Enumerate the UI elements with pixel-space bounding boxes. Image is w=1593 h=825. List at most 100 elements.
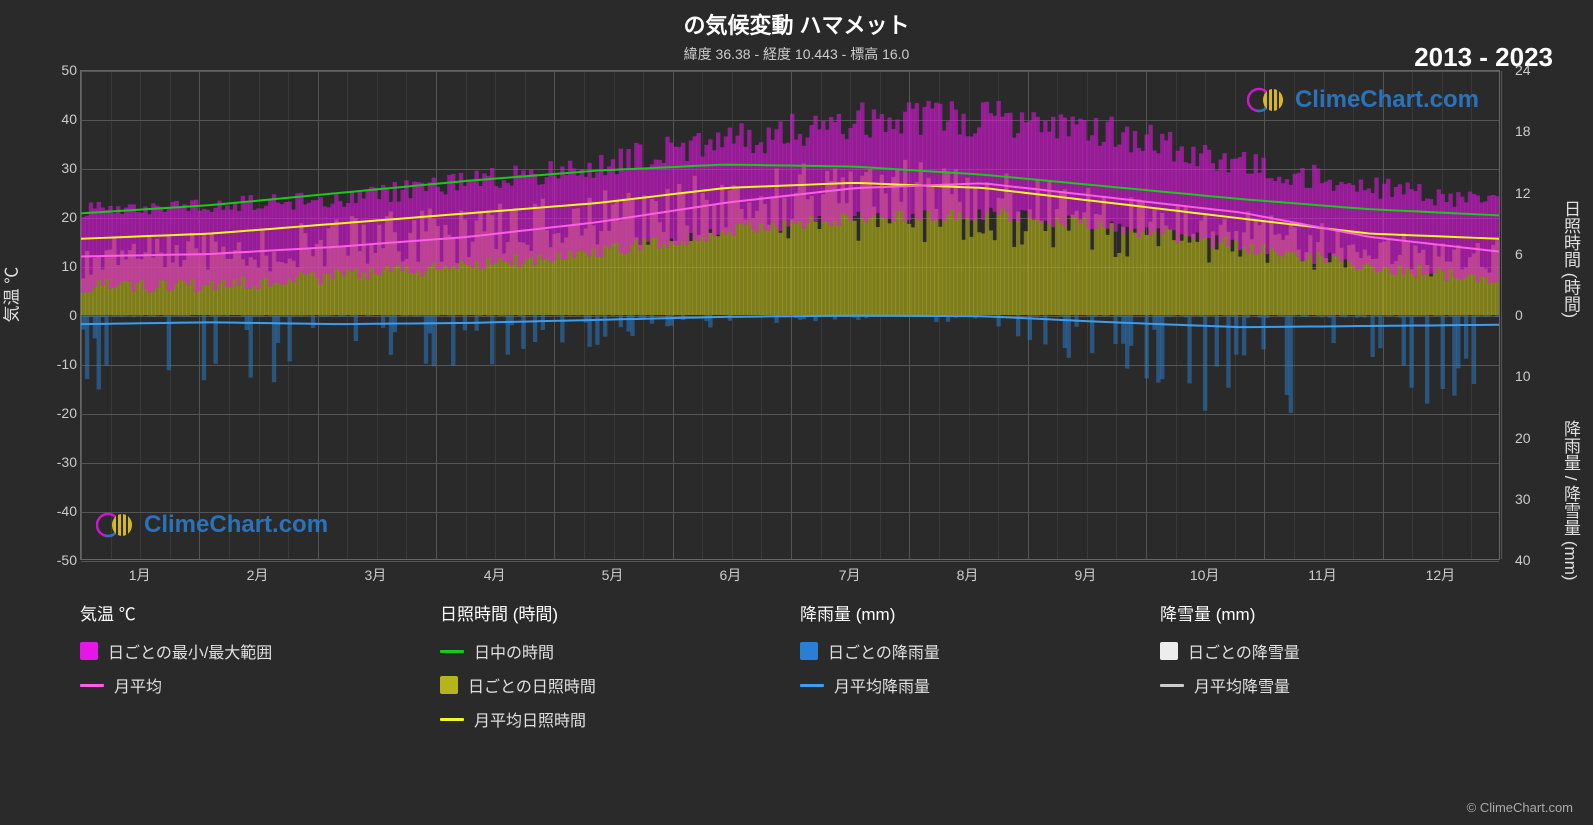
grid-line-v-minor — [761, 71, 762, 559]
sunshine-avg-line — [81, 183, 1499, 239]
chart-title: の気候変動 ハマメット — [0, 0, 1593, 40]
chart-subtitle: 緯度 36.38 - 経度 10.443 - 標高 16.0 — [0, 40, 1593, 64]
grid-line-h — [81, 267, 1499, 268]
grid-line-v-minor — [1294, 71, 1295, 559]
credit-text: © ClimeChart.com — [1467, 800, 1573, 815]
x-tick: 9月 — [1074, 565, 1096, 585]
y-tick-right: 24 — [1515, 62, 1545, 78]
legend-column: 日照時間 (時間)日中の時間日ごとの日照時間月平均日照時間 — [440, 600, 780, 731]
grid-line-v-minor — [111, 71, 112, 559]
y-tick-left: -10 — [42, 356, 77, 372]
legend-label: 月平均降雪量 — [1194, 673, 1290, 697]
grid-line-v-minor — [584, 71, 585, 559]
legend-item: 日中の時間 — [440, 639, 780, 663]
y-tick-left: 0 — [42, 307, 77, 323]
legend-label: 日ごとの日照時間 — [468, 673, 596, 697]
grid-line-h — [81, 365, 1499, 366]
y-tick-right: 20 — [1515, 430, 1545, 446]
y-tick-left: 20 — [42, 209, 77, 225]
swatch-line-icon — [80, 684, 104, 687]
grid-line-v — [436, 71, 437, 559]
legend-header: 降雨量 (mm) — [800, 600, 1140, 629]
x-tick: 1月 — [129, 565, 151, 585]
legend-label: 月平均 — [114, 673, 162, 697]
grid-line-v-minor — [525, 71, 526, 559]
x-tick: 12月 — [1426, 565, 1456, 585]
y-tick-right: 30 — [1515, 491, 1545, 507]
swatch-box-icon — [440, 676, 458, 694]
swatch-line-icon — [1160, 684, 1184, 687]
grid-line-h — [81, 218, 1499, 219]
grid-line-v-minor — [1471, 71, 1472, 559]
legend: 気温 ℃日ごとの最小/最大範囲月平均日照時間 (時間)日中の時間日ごとの日照時間… — [80, 600, 1500, 731]
y-tick-right: 6 — [1515, 246, 1545, 262]
grid-line-v-minor — [1442, 71, 1443, 559]
sunshine-daily-bars — [81, 160, 1499, 315]
grid-line-v-minor — [140, 71, 141, 559]
legend-item: 日ごとの日照時間 — [440, 673, 780, 697]
grid-line-v-minor — [229, 71, 230, 559]
grid-line-v-minor — [643, 71, 644, 559]
y-axis-left-label: 気温 ℃ — [0, 267, 23, 323]
grid-line-v-minor — [1057, 71, 1058, 559]
swatch-box-icon — [800, 642, 818, 660]
swatch-line-icon — [440, 718, 464, 721]
grid-line-v-minor — [821, 71, 822, 559]
x-tick: 10月 — [1190, 565, 1220, 585]
legend-label: 月平均降雨量 — [834, 673, 930, 697]
grid-line-v-minor — [998, 71, 999, 559]
grid-line-v-minor — [1087, 71, 1088, 559]
swatch-box-icon — [80, 642, 98, 660]
x-tick: 11月 — [1308, 565, 1337, 585]
grid-line-h — [81, 169, 1499, 170]
grid-line-v-minor — [1412, 71, 1413, 559]
grid-line-v-minor — [1324, 71, 1325, 559]
grid-line-v-minor — [1116, 71, 1117, 559]
y-tick-left: 40 — [42, 111, 77, 127]
grid-line-v — [81, 71, 82, 559]
rain-daily-bars — [81, 315, 1499, 413]
grid-line-v-minor — [850, 71, 851, 559]
y-tick-left: 10 — [42, 258, 77, 274]
daylight-line — [81, 165, 1499, 216]
x-tick: 4月 — [484, 565, 506, 585]
grid-line-v — [554, 71, 555, 559]
y-tick-right: 0 — [1515, 307, 1545, 323]
swatch-box-icon — [1160, 642, 1178, 660]
legend-header: 日照時間 (時間) — [440, 600, 780, 629]
grid-line-v-minor — [732, 71, 733, 559]
grid-line-v-minor — [406, 71, 407, 559]
legend-header: 降雪量 (mm) — [1160, 600, 1500, 629]
x-tick: 3月 — [364, 565, 386, 585]
legend-item: 日ごとの最小/最大範囲 — [80, 639, 420, 663]
grid-line-v-minor — [969, 71, 970, 559]
y-tick-left: -50 — [42, 552, 77, 568]
y-tick-left: -20 — [42, 405, 77, 421]
grid-line-v-minor — [377, 71, 378, 559]
x-tick: 2月 — [247, 565, 269, 585]
grid-line-h — [81, 561, 1499, 562]
legend-label: 日ごとの降雪量 — [1188, 639, 1300, 663]
grid-line-v — [791, 71, 792, 559]
legend-item: 日ごとの降雪量 — [1160, 639, 1500, 663]
y-axis-right-label-sunshine: 日照時間 (時間) — [1558, 200, 1583, 318]
swatch-line-icon — [440, 650, 464, 653]
legend-column: 降雪量 (mm) 日ごとの降雪量月平均降雪量 — [1160, 600, 1500, 731]
watermark-text: ClimeChart.com — [144, 511, 328, 539]
legend-label: 日ごとの最小/最大範囲 — [108, 639, 272, 663]
y-tick-left: 50 — [42, 62, 77, 78]
grid-line-h — [81, 463, 1499, 464]
grid-line-v-minor — [939, 71, 940, 559]
grid-line-v-minor — [347, 71, 348, 559]
grid-line-v — [1028, 71, 1029, 559]
legend-label: 日中の時間 — [474, 639, 554, 663]
grid-line-v-minor — [702, 71, 703, 559]
grid-line-v — [1383, 71, 1384, 559]
x-tick: 5月 — [602, 565, 624, 585]
x-tick: 7月 — [839, 565, 861, 585]
grid-line-v — [673, 71, 674, 559]
legend-item: 月平均降雨量 — [800, 673, 1140, 697]
legend-item: 日ごとの降雨量 — [800, 639, 1140, 663]
y-tick-right: 10 — [1515, 368, 1545, 384]
rain-avg-line — [81, 316, 1499, 328]
